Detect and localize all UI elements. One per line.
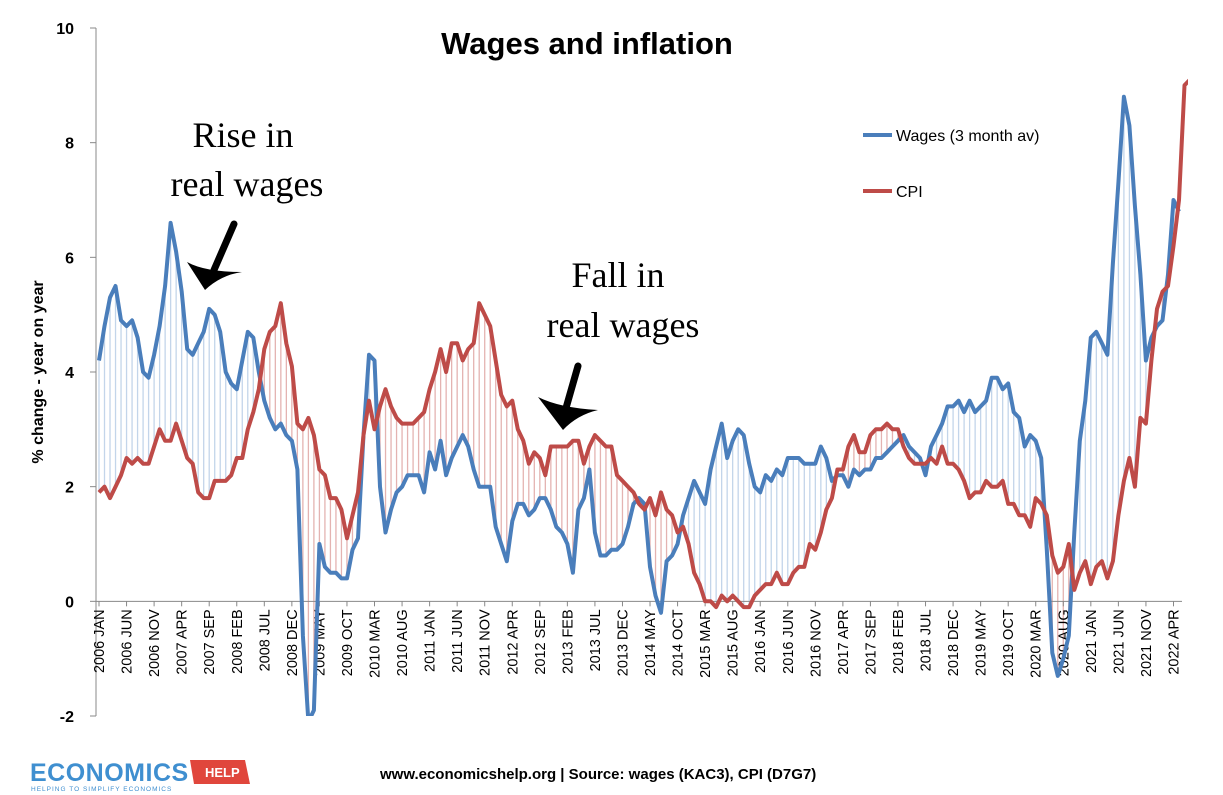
x-tick-label: 2006 JAN xyxy=(92,609,108,673)
footer: www.economicshelp.org | Source: wages (K… xyxy=(379,766,816,783)
x-tick-label: 2018 FEB xyxy=(891,609,907,674)
cpi-line xyxy=(97,78,1188,610)
difference-fill xyxy=(98,96,1180,716)
annotation-fall-line1: Fall in xyxy=(571,255,664,295)
x-tick-label: 2012 APR xyxy=(505,609,521,674)
x-tick-label: 2016 JAN xyxy=(753,609,769,673)
x-tick-label: 2014 MAY xyxy=(643,609,659,676)
axes xyxy=(90,27,1182,717)
annotation-rise-line1: Rise in xyxy=(192,115,293,155)
x-tick-label: 2017 SEP xyxy=(863,609,879,674)
x-tick-label: 2010 MAR xyxy=(368,609,384,678)
y-tick-label: -2 xyxy=(60,709,74,726)
x-tick-label: 2010 AUG xyxy=(395,609,411,676)
economics-help-logo: ECONOMICS HELP HELPING TO SIMPLIFY ECONO… xyxy=(30,759,250,793)
x-tick-label: 2020 MAR xyxy=(1029,609,1045,678)
x-tick-label: 2008 FEB xyxy=(230,609,246,674)
x-tick-label: 2021 JAN xyxy=(1084,609,1100,673)
x-tick-label: 2011 JAN xyxy=(423,609,439,672)
x-tick-label: 2017 APR xyxy=(836,609,852,674)
x-tick-label: 2013 FEB xyxy=(560,609,576,674)
y-tick-label: 6 xyxy=(65,250,74,267)
y-tick-label: 0 xyxy=(65,594,74,611)
logo-tagline: HELPING TO SIMPLIFY ECONOMICS xyxy=(31,786,172,793)
legend: Wages (3 month av) CPI xyxy=(863,128,1039,201)
x-tick-label: 2006 NOV xyxy=(147,609,163,677)
x-tick-label: 2015 AUG xyxy=(726,609,742,676)
down-arrow-icon xyxy=(538,362,598,430)
x-tick-label: 2015 MAR xyxy=(698,609,714,678)
x-tick-label: 2019 OCT xyxy=(1001,609,1017,676)
wages-line xyxy=(97,94,1181,716)
x-tick-label: 2022 APR xyxy=(1166,609,1182,674)
series-lines xyxy=(97,78,1188,716)
x-tick-label: 2009 OCT xyxy=(340,609,356,676)
y-tick-label: 2 xyxy=(65,480,74,497)
x-tick-label: 2019 MAY xyxy=(974,609,990,676)
logo-wordmark: ECONOMICS xyxy=(30,759,189,787)
x-tick-label: 2007 SEP xyxy=(202,609,218,674)
legend-wages-label: Wages (3 month av) xyxy=(896,128,1039,145)
annotation-rise: Rise in real wages xyxy=(171,115,324,290)
annotation-rise-line2: real wages xyxy=(171,164,324,204)
x-tick-label: 2016 JUN xyxy=(781,609,797,673)
x-tick-label: 2008 DEC xyxy=(285,609,301,676)
annotation-fall: Fall in real wages xyxy=(538,255,699,430)
x-tick-label: 2012 SEP xyxy=(533,609,549,674)
x-tick-label: 2018 DEC xyxy=(946,609,962,676)
x-tick-label: 2016 NOV xyxy=(808,609,824,677)
source-note: www.economicshelp.org | Source: wages (K… xyxy=(379,766,816,783)
x-tick-label: 2007 APR xyxy=(175,609,191,674)
down-arrow-icon xyxy=(187,220,242,290)
y-tick-label: 10 xyxy=(56,21,74,38)
annotation-fall-line2: real wages xyxy=(547,305,700,345)
y-tick-label: 4 xyxy=(65,365,74,382)
logo-badge: HELP xyxy=(205,765,240,780)
x-tick-labels: 2006 JAN 2006 JUN 2006 NOV 2007 APR 2007 SEP… xyxy=(92,609,1182,678)
x-tick-label: 2008 JUL xyxy=(257,609,273,671)
chart-title: Wages and inflation xyxy=(441,26,733,61)
y-tick-labels: -2 0 2 4 6 8 10 xyxy=(56,21,74,726)
x-tick-label: 2011 JUN xyxy=(450,609,466,672)
x-tick-label: 2021 NOV xyxy=(1139,609,1155,677)
x-tick-label: 2014 OCT xyxy=(671,609,687,676)
y-axis-title: % change - year on year xyxy=(30,280,47,463)
x-tick-label: 2006 JUN xyxy=(120,609,136,673)
logo-badge-shape xyxy=(190,760,250,784)
x-tick-label: 2013 DEC xyxy=(615,609,631,676)
x-tick-label: 2021 JUN xyxy=(1111,609,1127,673)
x-tick-label: 2013 JUL xyxy=(588,609,604,671)
legend-cpi-label: CPI xyxy=(896,184,923,201)
x-tick-label: 2018 JUL xyxy=(919,609,935,671)
x-tick-label: 2011 NOV xyxy=(478,609,494,676)
y-tick-label: 8 xyxy=(65,136,74,153)
